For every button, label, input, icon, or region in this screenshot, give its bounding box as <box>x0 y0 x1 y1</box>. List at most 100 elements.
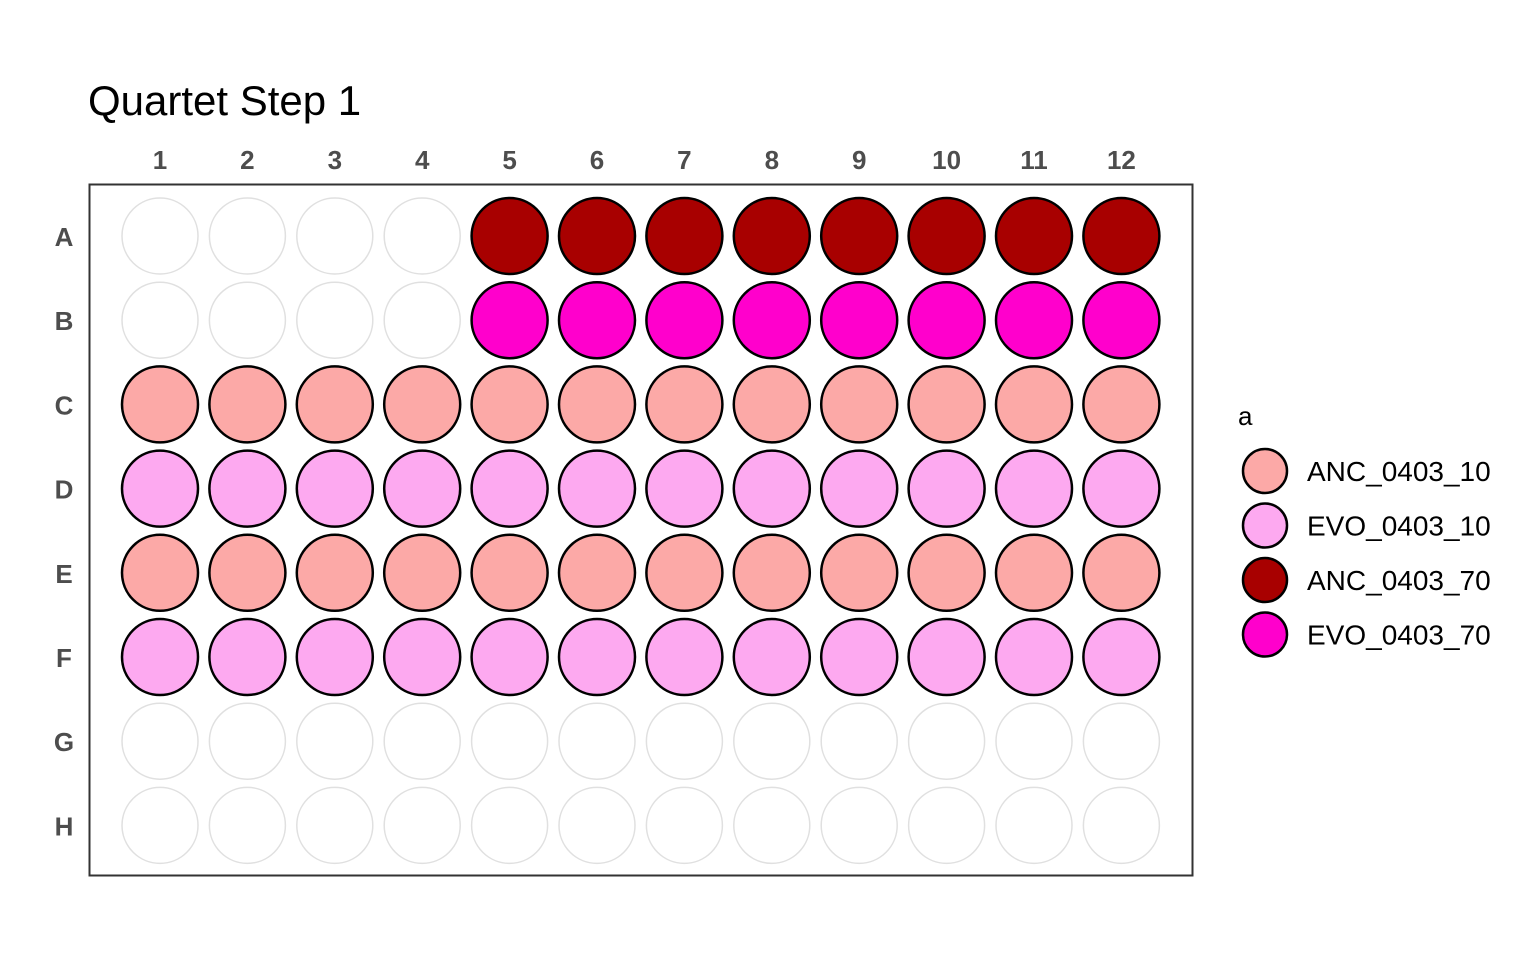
well-B8-filled <box>732 280 812 360</box>
well-A1-empty <box>121 197 199 275</box>
well-G1-empty <box>121 702 199 780</box>
well-G9-empty <box>820 702 898 780</box>
well-G7-empty <box>645 702 724 780</box>
legend-entries: ANC_0403_10 EVO_0403_10 ANC_0403_70 EVO_040… <box>1241 447 1491 658</box>
well-F10-filled <box>907 617 986 697</box>
well-E7-filled <box>645 533 724 613</box>
well-G2-empty <box>208 702 287 780</box>
well-G10-empty <box>907 702 986 780</box>
well-C6-filled <box>557 365 637 444</box>
well-B6-filled <box>557 280 637 360</box>
well-D11-filled <box>994 449 1074 528</box>
well-D7-filled <box>645 449 724 528</box>
well-D12-filled <box>1082 449 1161 528</box>
well-B5-filled <box>470 280 549 360</box>
legend-label: EVO_0403_10 <box>1307 511 1491 542</box>
well-C2-filled <box>208 365 287 444</box>
column-label: 12 <box>1107 145 1136 175</box>
legend-label: ANC_0403_70 <box>1307 565 1491 596</box>
well-H9-empty <box>820 786 898 865</box>
well-E4-filled <box>382 533 462 613</box>
well-B11-filled <box>994 280 1074 360</box>
row-label: G <box>54 727 74 757</box>
row-label: B <box>55 306 74 336</box>
well-C10-filled <box>907 365 986 444</box>
legend-label: EVO_0403_70 <box>1307 620 1491 651</box>
well-F4-filled <box>382 617 462 697</box>
column-label: 9 <box>852 145 866 175</box>
well-E6-filled <box>557 533 637 613</box>
column-label: 5 <box>502 145 516 175</box>
column-label: 8 <box>765 145 779 175</box>
legend-label: ANC_0403_10 <box>1307 456 1491 487</box>
well-C9-filled <box>819 365 899 444</box>
well-H11-empty <box>995 786 1073 865</box>
well-F5-filled <box>470 617 549 697</box>
well-G3-empty <box>296 702 374 780</box>
well-A8-filled <box>732 196 812 276</box>
well-B12-filled <box>1082 280 1161 360</box>
well-F11-filled <box>994 617 1074 697</box>
well-H7-empty <box>645 786 724 865</box>
well-E11-filled <box>994 533 1074 613</box>
column-label: 4 <box>415 145 430 175</box>
well-A11-filled <box>994 196 1074 276</box>
well-D4-filled <box>382 449 462 528</box>
well-C7-filled <box>645 365 724 444</box>
well-D2-filled <box>208 449 287 528</box>
well-F3-filled <box>295 617 375 697</box>
well-H8-empty <box>733 786 811 865</box>
well-E1-filled <box>120 533 200 613</box>
column-label: 6 <box>590 145 604 175</box>
well-E10-filled <box>907 533 986 613</box>
legend: a ANC_0403_10 EVO_0403_10 ANC_0403_70 EVO_0… <box>1238 401 1491 658</box>
legend-title: a <box>1238 401 1253 431</box>
well-C11-filled <box>994 365 1074 444</box>
well-C4-filled <box>382 365 462 444</box>
well-B4-empty <box>383 281 461 359</box>
well-A7-filled <box>645 196 724 276</box>
column-labels: 1 2 3 4 5 6 7 8 9 10 11 12 <box>153 145 1136 175</box>
well-F8-filled <box>732 617 812 697</box>
column-label: 1 <box>153 145 167 175</box>
well-A6-filled <box>557 196 637 276</box>
well-B2-empty <box>208 281 287 359</box>
well-F2-filled <box>208 617 287 697</box>
well-H12-empty <box>1082 786 1161 865</box>
well-D6-filled <box>557 449 637 528</box>
well-B9-filled <box>819 280 899 360</box>
well-D3-filled <box>295 449 375 528</box>
well-F1-filled <box>120 617 200 697</box>
well-D1-filled <box>120 449 200 528</box>
well-G6-empty <box>558 702 636 780</box>
legend-key <box>1241 502 1289 549</box>
row-label: F <box>56 643 72 673</box>
well-C1-filled <box>120 365 200 444</box>
well-G8-empty <box>733 702 811 780</box>
well-H4-empty <box>383 786 461 865</box>
well-F7-filled <box>645 617 724 697</box>
well-F12-filled <box>1082 617 1161 697</box>
well-H6-empty <box>558 786 636 865</box>
well-B1-empty <box>121 281 199 359</box>
column-label: 7 <box>677 145 691 175</box>
well-A2-empty <box>208 197 287 275</box>
well-E2-filled <box>208 533 287 613</box>
well-D5-filled <box>470 449 549 528</box>
row-labels: A B C D E F G H <box>54 222 74 841</box>
column-label: 10 <box>932 145 961 175</box>
well-F9-filled <box>819 617 899 697</box>
well-A10-filled <box>907 196 986 276</box>
well-F6-filled <box>557 617 637 697</box>
well-E8-filled <box>732 533 812 613</box>
well-D8-filled <box>732 449 812 528</box>
column-label: 3 <box>328 145 342 175</box>
well-A5-filled <box>470 196 549 276</box>
well-H2-empty <box>208 786 287 865</box>
well-G11-empty <box>995 702 1073 780</box>
well-E5-filled <box>470 533 549 613</box>
well-H3-empty <box>296 786 374 865</box>
column-label: 11 <box>1020 145 1048 175</box>
plate-panel-border <box>88 183 1194 877</box>
